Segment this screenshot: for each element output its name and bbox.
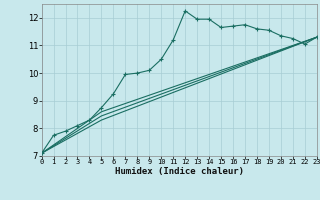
X-axis label: Humidex (Indice chaleur): Humidex (Indice chaleur) [115, 167, 244, 176]
